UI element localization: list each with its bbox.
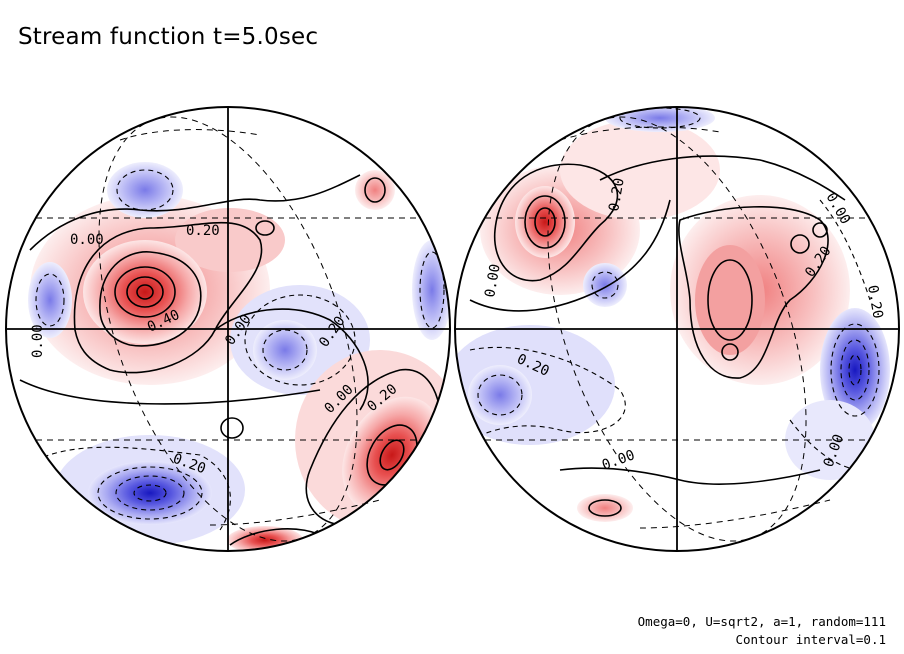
left-graticule <box>5 106 451 552</box>
right-min-west <box>468 365 532 425</box>
left-min-west <box>28 262 72 338</box>
left-label-2: 0.20 <box>186 223 220 239</box>
left-label-1: 0.00 <box>70 232 104 248</box>
left-label-3: 0.00 <box>30 324 46 358</box>
right-label-2: 0.00 <box>482 263 504 299</box>
right-label-1: 0.20 <box>606 177 628 213</box>
right-pos-region-north <box>560 120 720 220</box>
right-contours <box>469 155 846 517</box>
right-max-south <box>577 494 633 522</box>
right-hemisphere: 0.20 0.00 0.00 0.20 0.20 0.20 0.00 0.00 <box>454 106 900 552</box>
left-max-north-small <box>355 170 395 210</box>
figure-title: Stream function t=5.0sec <box>18 24 319 50</box>
right-graticule <box>454 106 900 552</box>
left-neg-contours <box>19 169 445 531</box>
left-min-north <box>107 162 183 218</box>
right-min-small <box>583 263 627 307</box>
parameter-note: Omega=0, U=sqrt2, a=1, random=111 <box>637 614 886 629</box>
right-max-center-core <box>695 245 765 355</box>
right-label-5: 0.20 <box>864 284 886 320</box>
left-min-center <box>253 320 317 380</box>
right-neg-contours <box>469 107 881 472</box>
left-min-sw-core <box>88 461 212 525</box>
left-contours <box>19 174 442 546</box>
left-hemisphere: 0.00 0.20 0.00 0.40 0.00 0.20 0.00 0.20 … <box>5 106 451 552</box>
contour-interval-note: Contour interval=0.1 <box>735 632 886 647</box>
